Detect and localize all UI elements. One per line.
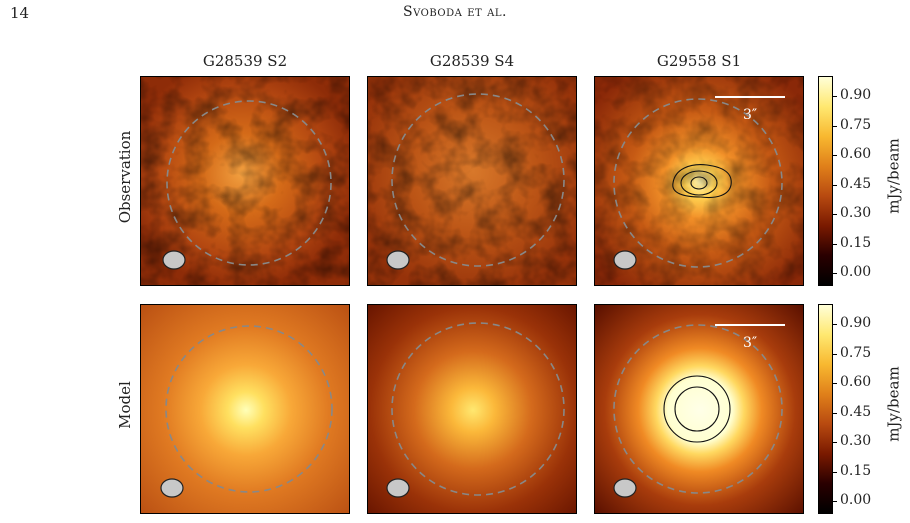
colorbar-tick-label: 0.75 [840, 344, 872, 361]
contour-outer [663, 375, 731, 443]
panel-observation-g29558-s1: 3″ [594, 76, 804, 286]
dashed-aperture-circle [391, 93, 565, 267]
colorbar-tick-label: 0.45 [840, 175, 872, 192]
page-number: 14 [10, 4, 30, 22]
column-title-1: G28539 S2 [202, 52, 288, 70]
colorbar-tick-label: 0.45 [840, 403, 872, 420]
beam-ellipse [160, 478, 184, 498]
column-title-3: G29558 S1 [656, 52, 742, 70]
colorbar-tick-label: 0.30 [840, 205, 872, 221]
dashed-aperture-circle [166, 100, 332, 266]
running-head: Svoboda et al. [403, 4, 507, 20]
colorbar-tick-mark [833, 383, 837, 384]
scale-bar-label: 3″ [743, 335, 757, 351]
colorbar-tick-label: 0.15 [840, 462, 872, 479]
colorbar-label-observation: mJy/beam [884, 138, 903, 214]
dashed-aperture-circle [391, 322, 565, 496]
colorbar-tick-label: 0.15 [840, 234, 872, 251]
colorbar-model [818, 304, 833, 514]
contour-inner [690, 176, 708, 190]
beam-ellipse [162, 250, 186, 270]
beam-ellipse [613, 250, 637, 270]
dashed-aperture-circle [613, 98, 783, 268]
colorbar-observation [818, 76, 833, 286]
colorbar-label-model: mJy/beam [884, 366, 903, 442]
colorbar-tick-mark [833, 501, 837, 502]
colorbar-tick-mark [833, 184, 837, 186]
colorbar-tick-mark [833, 96, 837, 97]
scale-bar-label: 3″ [743, 107, 757, 123]
colorbar-tick-mark [833, 324, 837, 325]
colorbar-tick-label: 0.90 [840, 87, 872, 103]
contour-middle [680, 170, 718, 196]
row-label-observation: Observation [116, 130, 134, 224]
beam-ellipse [613, 478, 637, 498]
colorbar-tick-mark [833, 125, 837, 127]
colorbar-tick-label: 0.00 [840, 264, 872, 280]
colorbar-tick-mark [833, 412, 837, 414]
panel-model-g29558-s1: 3″ [594, 304, 804, 514]
colorbar-tick-mark [833, 442, 837, 443]
dashed-aperture-circle [165, 325, 333, 493]
colorbar-tick-label: 0.60 [840, 374, 872, 390]
colorbar-tick-mark [833, 273, 837, 274]
panel-observation-g28539-s4 [367, 76, 577, 286]
colorbar-tick-label: 0.60 [840, 146, 872, 162]
colorbar-tick-mark [833, 471, 837, 473]
colorbar-tick-mark [833, 214, 837, 215]
row-label-model: Model [116, 381, 134, 429]
colorbar-tick-label: 0.75 [840, 116, 872, 133]
colorbar-tick-label: 0.90 [840, 315, 872, 331]
panel-observation-g28539-s2 [140, 76, 350, 286]
beam-ellipse [386, 250, 410, 270]
contour-outer [672, 164, 732, 199]
column-title-2: G28539 S4 [429, 52, 515, 70]
panel-model-g28539-s4 [367, 304, 577, 514]
panel-model-g28539-s2 [140, 304, 350, 514]
colorbar-tick-label: 0.30 [840, 433, 872, 449]
contour-inner [674, 386, 720, 432]
colorbar-tick-label: 0.00 [840, 492, 872, 508]
colorbar-tick-mark [833, 155, 837, 156]
beam-ellipse [386, 478, 410, 498]
dashed-aperture-circle [613, 324, 783, 494]
colorbar-tick-mark [833, 243, 837, 245]
colorbar-tick-mark [833, 353, 837, 355]
